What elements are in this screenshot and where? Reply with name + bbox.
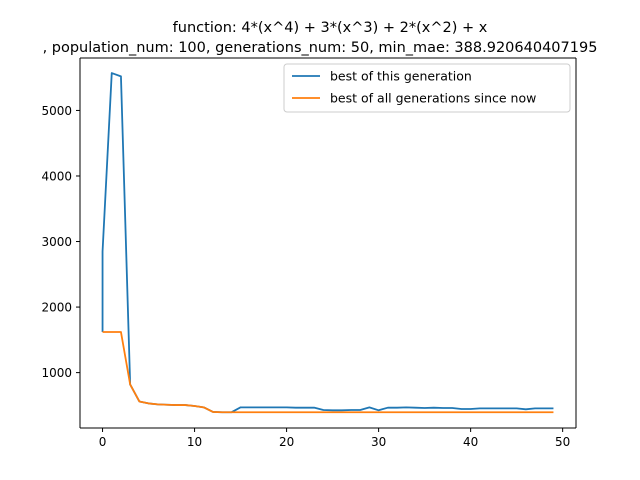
axes-frame — [79, 57, 577, 429]
x-tick-label: 10 — [187, 435, 202, 449]
x-tick-label: 0 — [99, 435, 107, 449]
x-tick-label: 20 — [279, 435, 294, 449]
y-tick-label: 5000 — [41, 104, 72, 118]
y-tick-label: 3000 — [41, 235, 72, 249]
y-tick-label: 2000 — [41, 301, 72, 315]
legend-label-best-of-all: best of all generations since now — [330, 91, 536, 106]
x-tick-label: 50 — [555, 435, 570, 449]
y-axis-ticks: 1000 2000 3000 4000 5000 — [41, 104, 80, 380]
x-tick-label: 30 — [371, 435, 386, 449]
chart-title-line2: , population_num: 100, generations_num: … — [43, 40, 598, 56]
chart-title-line1: function: 4*(x^4) + 3*(x^3) + 2*(x^2) + … — [173, 20, 488, 36]
legend-box — [283, 63, 571, 113]
y-tick-label: 4000 — [41, 169, 72, 183]
x-tick-label: 40 — [463, 435, 478, 449]
legend: best of this generation best of all gene… — [283, 63, 571, 113]
y-tick-label: 1000 — [41, 366, 72, 380]
plot-area — [80, 58, 576, 428]
x-axis-ticks: 0 10 20 30 40 50 — [99, 428, 570, 449]
series-line-best-of-all — [102, 331, 554, 414]
legend-label-best-of-generation: best of this generation — [330, 69, 472, 84]
series-layer — [101, 72, 554, 414]
